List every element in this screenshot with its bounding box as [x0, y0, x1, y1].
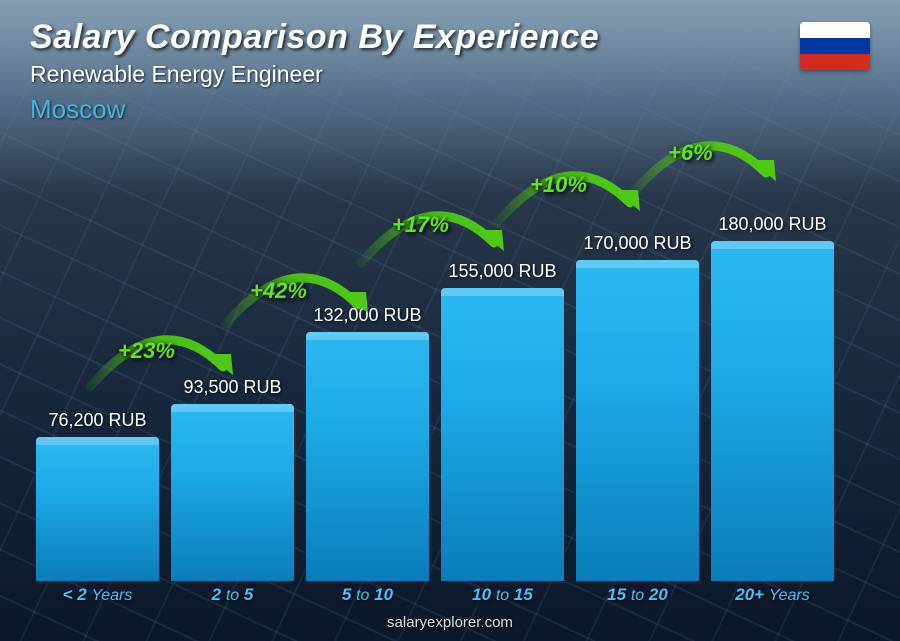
- percent-change-label: +6%: [668, 140, 713, 166]
- salary-bar: [576, 260, 699, 581]
- footer-attribution: salaryexplorer.com: [0, 614, 900, 631]
- salary-bar: [441, 288, 564, 581]
- page-title: Salary Comparison By Experience: [30, 18, 870, 57]
- bar-group: 155,000 RUB: [441, 261, 564, 581]
- x-axis-label: < 2 Years: [36, 585, 159, 605]
- salary-bar: [171, 404, 294, 581]
- job-title: Renewable Energy Engineer: [30, 61, 870, 88]
- x-axis: < 2 Years 2 to 5 5 to 10 10 to 15 15 to 20 20…: [30, 585, 840, 605]
- bar-group: 76,200 RUB: [36, 410, 159, 581]
- percent-change-label: +23%: [118, 338, 175, 364]
- bar-group: 93,500 RUB: [171, 377, 294, 581]
- flag-stripe-blue: [800, 38, 870, 54]
- salary-bar: [36, 437, 159, 581]
- country-flag: [800, 22, 870, 70]
- x-axis-label: 10 to 15: [441, 585, 564, 605]
- salary-bar: [306, 332, 429, 581]
- flag-stripe-red: [800, 54, 870, 70]
- percent-change-label: +42%: [250, 278, 307, 304]
- bar-group: 180,000 RUB: [711, 214, 834, 581]
- percent-change-label: +17%: [392, 212, 449, 238]
- x-axis-label: 5 to 10: [306, 585, 429, 605]
- bar-group: 170,000 RUB: [576, 233, 699, 581]
- salary-bar: [711, 241, 834, 581]
- x-axis-label: 15 to 20: [576, 585, 699, 605]
- bar-value-label: 180,000 RUB: [718, 214, 826, 235]
- x-axis-label: 2 to 5: [171, 585, 294, 605]
- flag-stripe-white: [800, 22, 870, 38]
- bar-group: 132,000 RUB: [306, 305, 429, 581]
- percent-change-label: +10%: [530, 172, 587, 198]
- bar-value-label: 76,200 RUB: [48, 410, 146, 431]
- x-axis-label: 20+ Years: [711, 585, 834, 605]
